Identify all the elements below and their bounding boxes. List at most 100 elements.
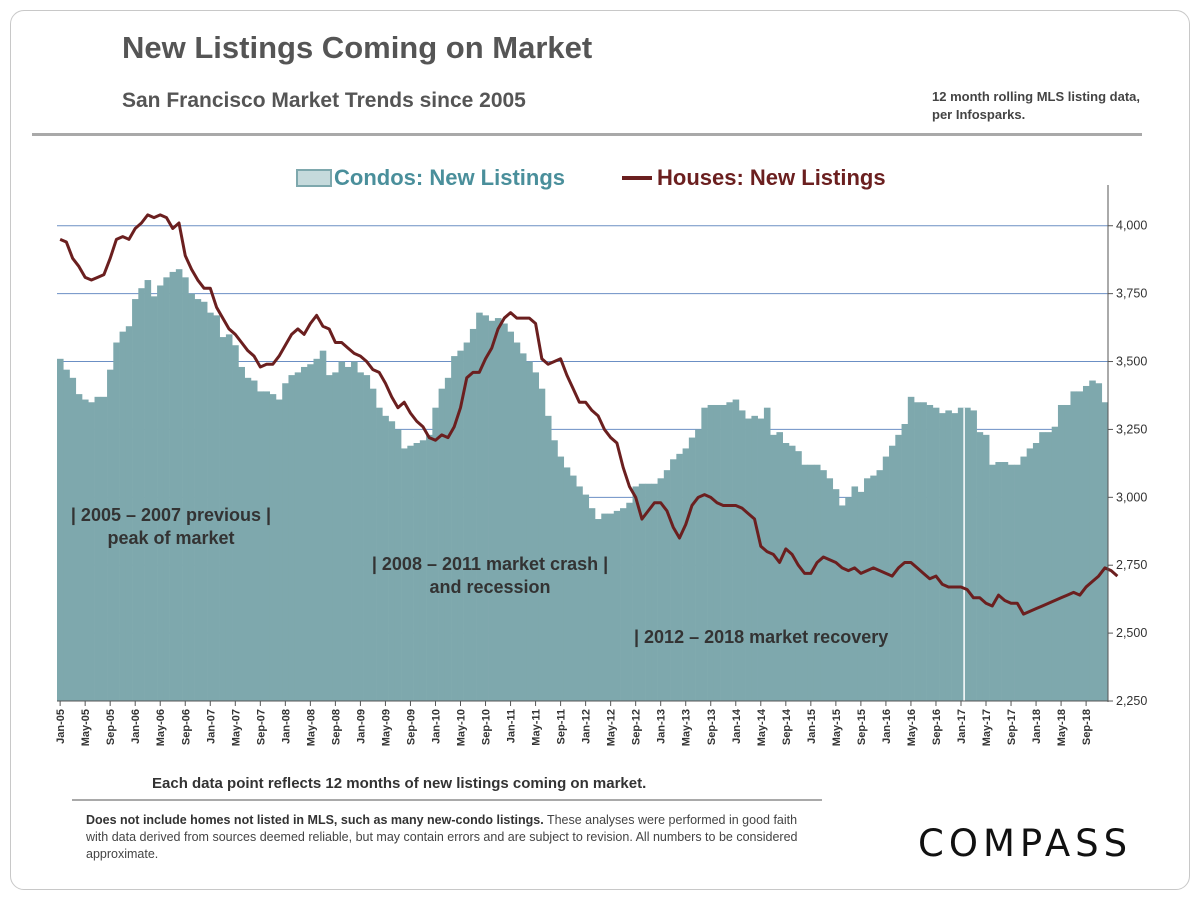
legend-houses-label: Houses: New Listings bbox=[657, 165, 886, 190]
condo-bar bbox=[701, 407, 708, 701]
condo-bar bbox=[607, 513, 615, 701]
x-tick-label: Jan-15 bbox=[806, 709, 818, 744]
condo-bar bbox=[344, 366, 352, 701]
x-tick-label: May-12 bbox=[606, 709, 618, 746]
x-axis-ticks: Jan-05 May-05 Sep-05 Jan-06 May-06 Sep-06 Jan-… bbox=[55, 701, 1093, 746]
condo-bar bbox=[726, 402, 733, 701]
condo-bar bbox=[707, 404, 715, 701]
compass-logo: COMPASS bbox=[918, 822, 1133, 865]
condo-bar bbox=[1045, 432, 1052, 701]
condo-bar bbox=[569, 475, 577, 701]
condo-bar bbox=[926, 404, 934, 701]
condo-bar bbox=[920, 402, 927, 701]
condo-bar bbox=[882, 456, 890, 701]
condo-bar bbox=[970, 410, 977, 701]
condo-bar bbox=[488, 320, 496, 701]
condo-bar bbox=[200, 301, 208, 701]
condo-bar bbox=[807, 464, 815, 701]
x-tick-label: Jan-07 bbox=[205, 709, 217, 744]
chart-caption: Each data point reflects 12 months of ne… bbox=[152, 775, 647, 792]
houses-series-line bbox=[59, 213, 1119, 616]
condo-bar bbox=[1039, 432, 1046, 701]
condo-bar bbox=[526, 361, 533, 701]
condo-bar bbox=[363, 375, 371, 701]
condo-bar bbox=[225, 334, 233, 701]
condo-bar bbox=[244, 377, 252, 701]
annotation-peak-line2: peak of market bbox=[107, 528, 234, 548]
condo-bar bbox=[638, 483, 646, 701]
condo-bar bbox=[219, 337, 227, 701]
x-tick-label: Sep-11 bbox=[556, 709, 568, 744]
y-tick-label: 3,250 bbox=[1116, 422, 1147, 436]
condo-bar bbox=[832, 489, 840, 701]
condo-bar bbox=[932, 407, 940, 701]
condo-bar bbox=[332, 372, 339, 701]
condo-bar bbox=[551, 440, 558, 701]
annotation-peak-line1: | 2005 – 2007 previous | bbox=[71, 505, 271, 525]
disclaimer-bold: Does not include homes not listed in MLS… bbox=[86, 813, 544, 827]
condo-bar bbox=[238, 366, 245, 701]
condo-bar bbox=[194, 299, 202, 701]
condo-bar bbox=[438, 388, 446, 701]
condo-bar bbox=[169, 271, 177, 701]
condo-bar bbox=[1032, 443, 1040, 701]
condo-bar bbox=[144, 280, 152, 701]
condo-bar bbox=[695, 429, 702, 701]
x-tick-label: Sep-15 bbox=[856, 709, 868, 745]
x-tick-label: Sep-16 bbox=[931, 709, 943, 745]
condo-bar bbox=[257, 391, 264, 701]
x-tick-label: Sep-14 bbox=[781, 708, 793, 745]
condo-bar bbox=[300, 366, 308, 701]
condo-bar bbox=[1064, 404, 1071, 701]
x-tick-label: May-16 bbox=[906, 709, 918, 746]
x-tick-label: Jan-09 bbox=[355, 709, 367, 744]
x-tick-label: May-09 bbox=[380, 709, 392, 746]
x-tick-label: Sep-10 bbox=[481, 709, 493, 745]
condo-bar bbox=[319, 350, 327, 701]
y-tick-label: 3,000 bbox=[1116, 490, 1147, 504]
condo-bar bbox=[250, 380, 258, 701]
condo-bars bbox=[57, 269, 1109, 701]
condo-bar bbox=[788, 445, 796, 701]
condo-bar bbox=[275, 399, 283, 701]
condo-bar bbox=[426, 434, 433, 701]
x-tick-label: Jan-13 bbox=[656, 709, 668, 744]
condo-bar bbox=[513, 342, 521, 701]
y-tick-label: 3,500 bbox=[1116, 355, 1147, 369]
condo-bar bbox=[338, 361, 346, 701]
condo-bar bbox=[976, 432, 984, 701]
condo-bar bbox=[864, 478, 871, 701]
annotation-crash-line2: and recession bbox=[429, 577, 550, 597]
disclaimer: Does not include homes not listed in MLS… bbox=[86, 812, 816, 863]
new-listings-chart: 2,250 2,500 2,750 3,000 3,250 3,500 3,750 4,000… bbox=[55, 165, 1147, 746]
condo-bar bbox=[263, 391, 271, 701]
condo-bar bbox=[1020, 456, 1027, 701]
condo-bar bbox=[476, 312, 483, 701]
condo-bar bbox=[482, 315, 489, 701]
x-tick-label: May-14 bbox=[756, 708, 768, 746]
condo-bar bbox=[69, 377, 77, 701]
condo-bar bbox=[269, 394, 277, 701]
x-tick-label: May-10 bbox=[456, 709, 468, 746]
x-tick-label: Sep-09 bbox=[405, 709, 417, 745]
condo-bar bbox=[232, 345, 239, 701]
condo-bar bbox=[995, 462, 1002, 701]
x-tick-label: Sep-12 bbox=[631, 709, 643, 745]
condo-bar bbox=[688, 437, 696, 701]
condo-bar bbox=[119, 331, 127, 701]
x-tick-label: Jan-10 bbox=[430, 709, 442, 744]
page-subtitle: San Francisco Market Trends since 2005 bbox=[122, 89, 526, 112]
condo-bar bbox=[951, 413, 959, 701]
condo-bar bbox=[1001, 462, 1009, 701]
condo-bar bbox=[851, 486, 859, 701]
condo-bar bbox=[157, 285, 164, 701]
condo-bar bbox=[82, 399, 89, 701]
condo-bar bbox=[576, 486, 583, 701]
condo-bar bbox=[813, 464, 821, 701]
condo-bar bbox=[1007, 464, 1015, 701]
condo-bar bbox=[282, 383, 289, 701]
x-tick-label: Sep-07 bbox=[255, 709, 267, 745]
condo-bar bbox=[213, 315, 220, 701]
condo-bar bbox=[745, 418, 752, 701]
condo-bar bbox=[419, 440, 427, 701]
